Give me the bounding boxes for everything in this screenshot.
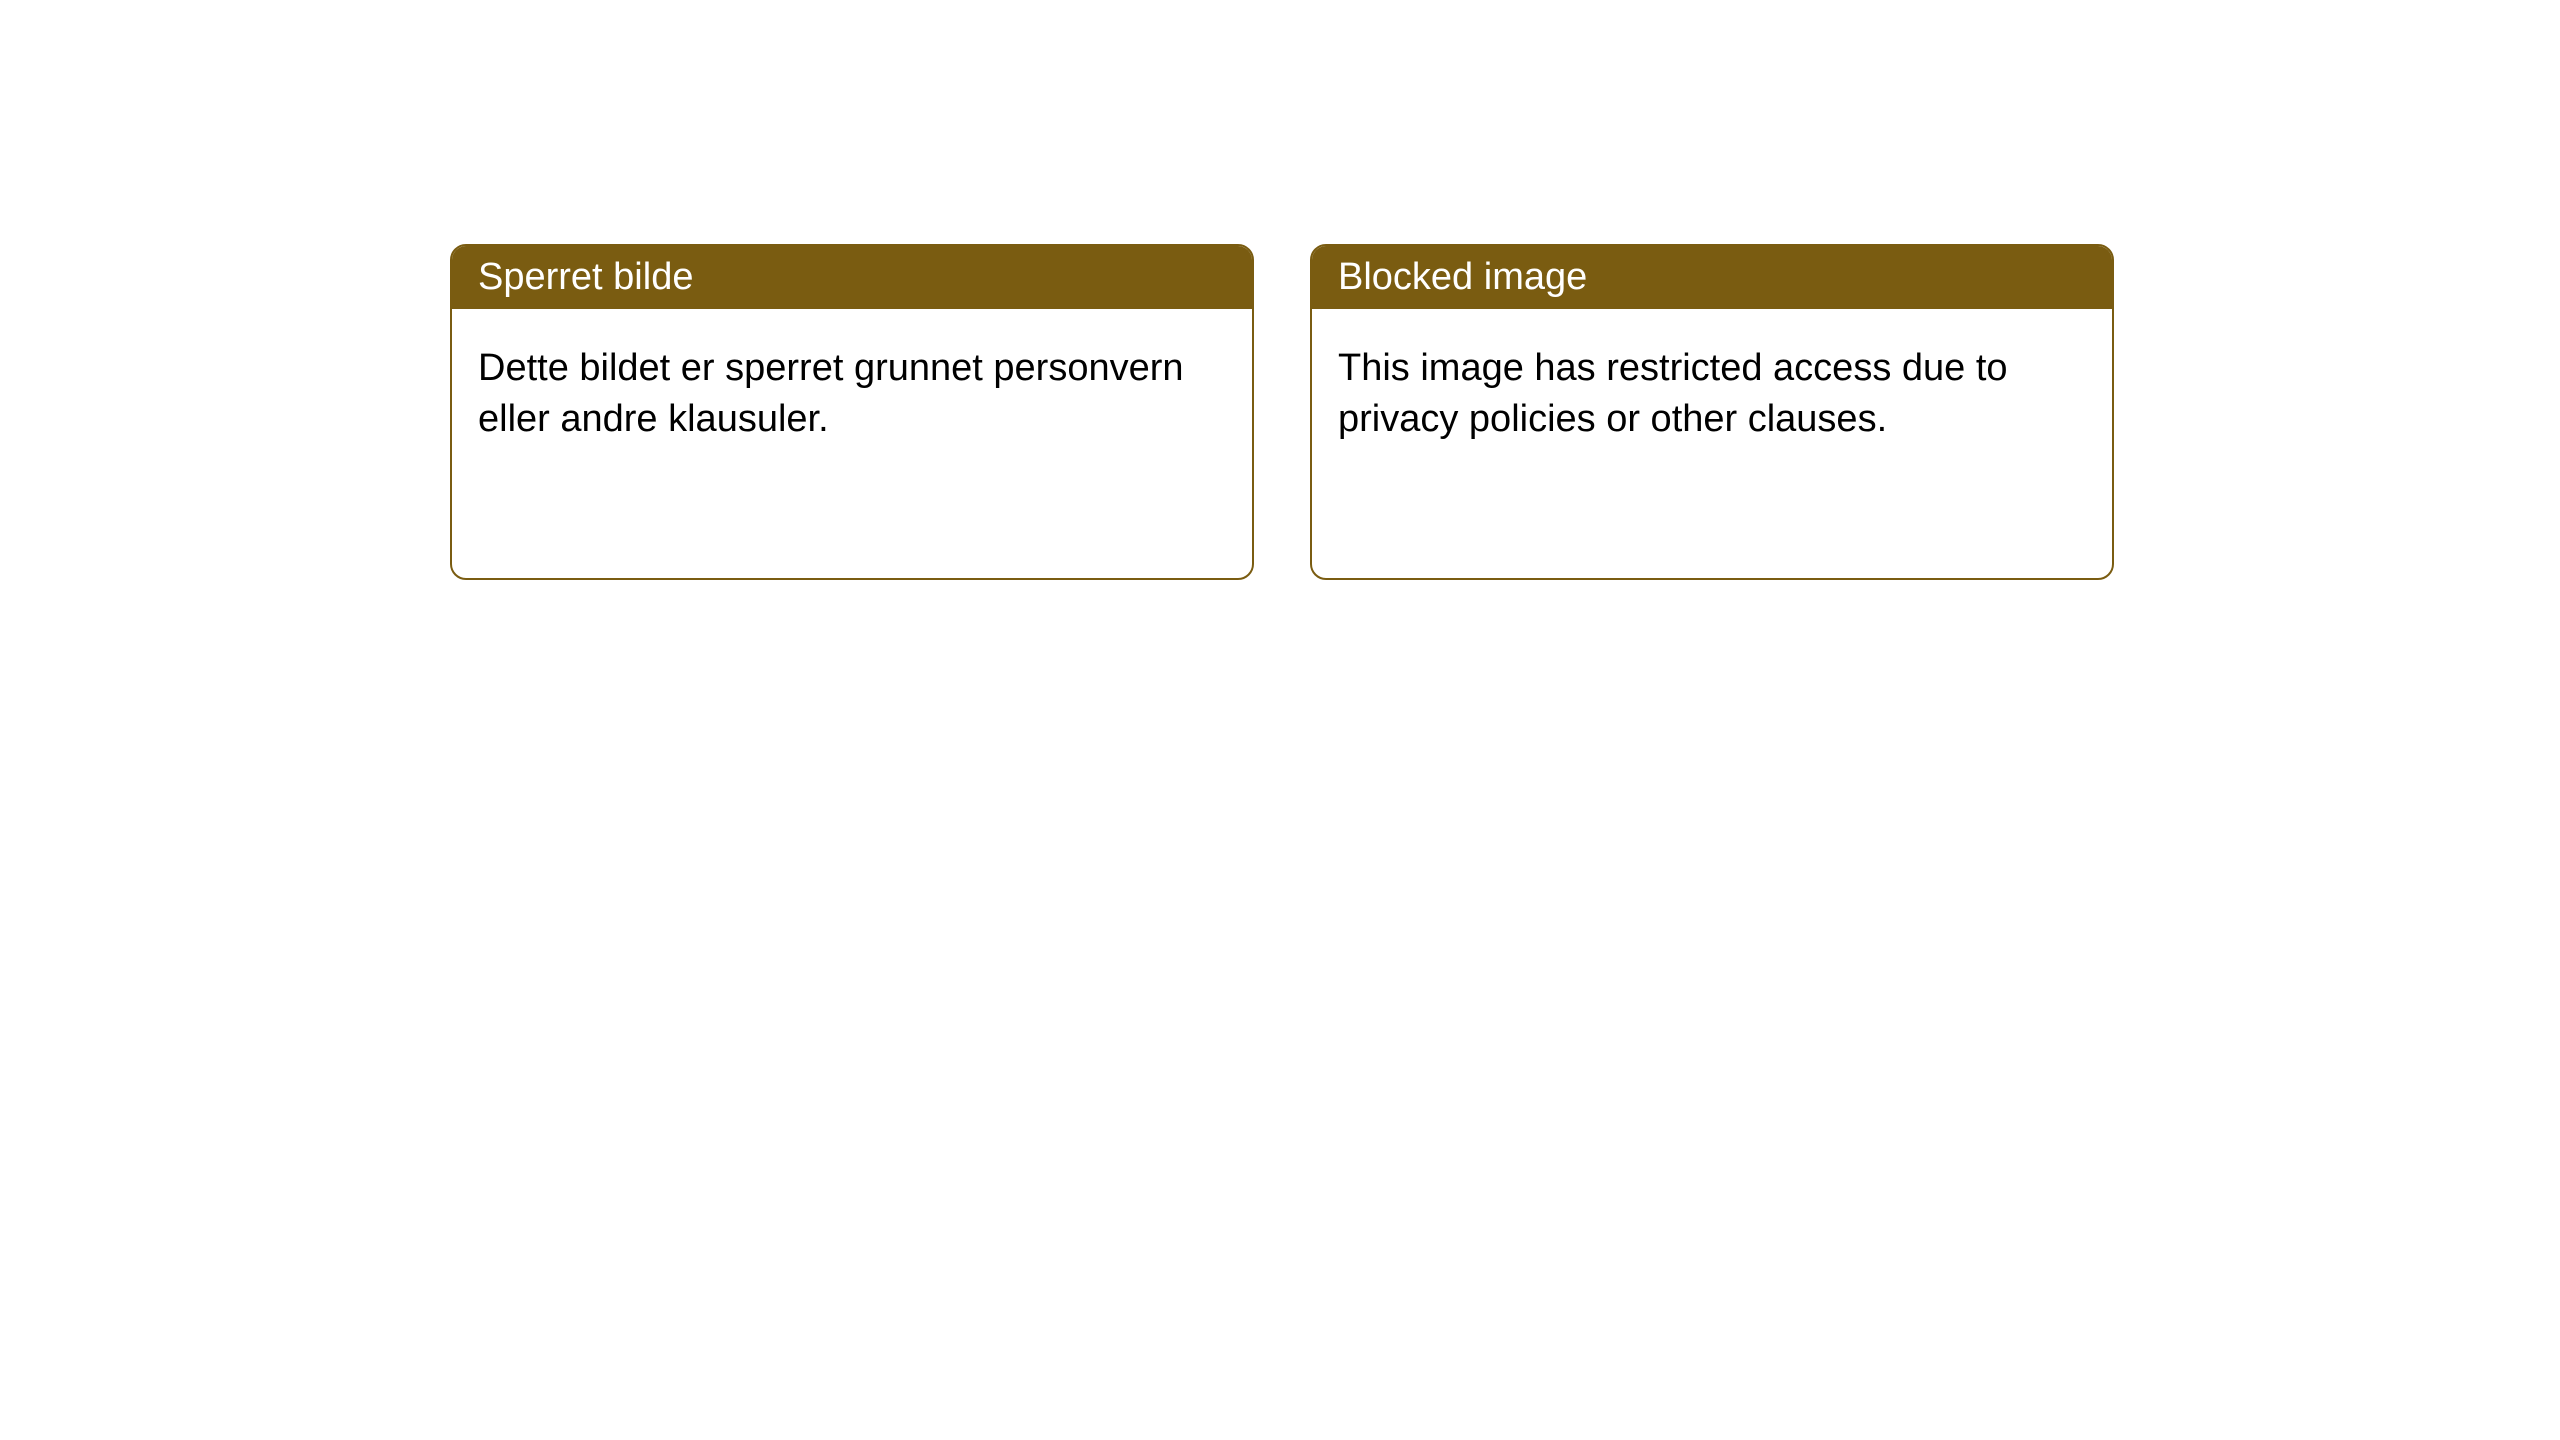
notice-body: Dette bildet er sperret grunnet personve…	[452, 309, 1252, 480]
notice-card-norwegian: Sperret bilde Dette bildet er sperret gr…	[450, 244, 1254, 580]
notice-title: Sperret bilde	[452, 246, 1252, 309]
notice-card-english: Blocked image This image has restricted …	[1310, 244, 2114, 580]
notice-container: Sperret bilde Dette bildet er sperret gr…	[0, 0, 2560, 580]
notice-title: Blocked image	[1312, 246, 2112, 309]
notice-body: This image has restricted access due to …	[1312, 309, 2112, 480]
